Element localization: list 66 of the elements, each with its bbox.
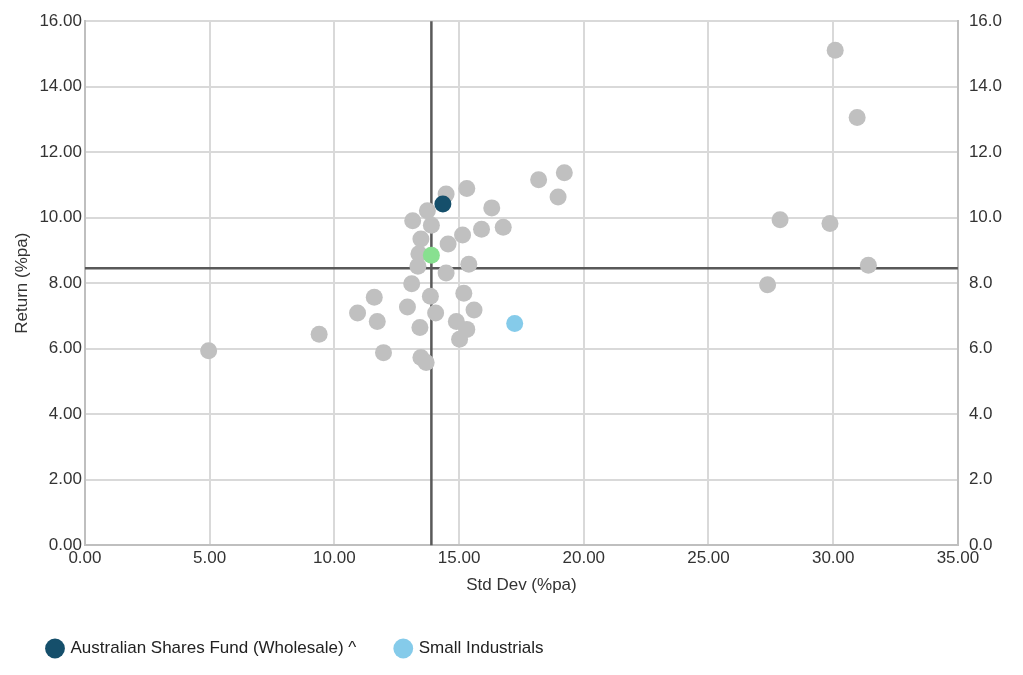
y-tick-label: 8.00: [48, 272, 82, 292]
point: [451, 330, 469, 348]
point: [417, 353, 435, 371]
point: [411, 318, 429, 336]
x-axis-title: Std Dev (%pa): [466, 575, 577, 595]
legend-label: Australian Shares Fund (Wholesale) ^: [70, 638, 357, 658]
point: [439, 235, 457, 253]
point: [455, 284, 473, 302]
point: [422, 216, 440, 234]
point: [483, 199, 501, 217]
point: [771, 211, 789, 229]
point: [465, 301, 483, 319]
y-tick-label: 2.00: [48, 469, 82, 489]
point: [454, 226, 472, 244]
legend-label: Small Industrials: [418, 638, 544, 658]
point: [375, 344, 392, 362]
point: [458, 180, 476, 198]
point: [549, 188, 567, 206]
point: [460, 255, 478, 273]
point: [437, 264, 455, 282]
x-tick-label: 10.00: [313, 548, 356, 568]
point: [821, 215, 839, 233]
point: [409, 257, 427, 275]
point: [506, 314, 524, 332]
point: [418, 202, 436, 220]
point: [859, 256, 877, 274]
point: [555, 164, 573, 182]
y-tick-label: 12.00: [39, 141, 82, 161]
y2-tick-label: 4.0: [968, 403, 993, 423]
point: [826, 41, 844, 59]
point: [404, 212, 422, 230]
point: [494, 218, 512, 236]
y-tick-label: 6.00: [48, 338, 82, 358]
point: [368, 313, 386, 331]
point: [759, 276, 777, 294]
x-tick-label: 5.00: [193, 548, 227, 568]
x-tick-label: 20.00: [562, 548, 606, 568]
y-tick-label: 4.00: [48, 403, 82, 423]
y-tick-label: 14.00: [39, 76, 82, 96]
y-tick-label: 16.00: [39, 10, 82, 30]
y2-tick-label: 2.0: [968, 469, 993, 489]
y2-tick-label: 6.0: [968, 338, 993, 358]
y2-tick-label: 14.0: [968, 76, 1003, 96]
point: [421, 287, 439, 305]
point: [434, 195, 452, 213]
point: [310, 325, 328, 343]
y2-tick-label: 12.0: [968, 141, 1003, 161]
y2-tick-label: 8.0: [968, 272, 993, 292]
y-axis-title: Return (%pa): [11, 232, 31, 334]
point: [427, 304, 445, 322]
point: [473, 220, 491, 238]
y2-tick-label: 16.0: [968, 10, 1003, 30]
x-tick-label: 15.00: [437, 548, 481, 568]
x-tick-label: 30.00: [811, 548, 855, 568]
point: [365, 288, 383, 306]
point: [848, 108, 866, 126]
point: [412, 230, 430, 248]
point: [422, 246, 440, 264]
point: [530, 171, 548, 189]
x-tick-label: 25.00: [687, 548, 730, 568]
point: [349, 304, 367, 322]
y2-tick-label: 10.0: [968, 207, 1003, 227]
point: [398, 298, 416, 316]
point: [403, 275, 421, 293]
y-tick-label: 10.00: [39, 207, 82, 227]
point: [200, 342, 218, 360]
